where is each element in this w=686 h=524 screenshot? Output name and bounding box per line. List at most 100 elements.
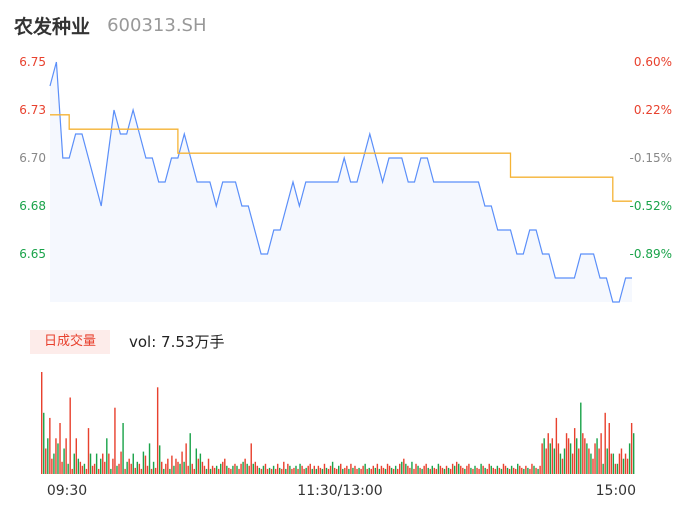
volume-bar: [260, 468, 263, 474]
volume-bar: [423, 465, 425, 474]
volume-bar: [612, 453, 615, 474]
volume-bar: [207, 458, 210, 474]
volume-bar: [598, 448, 600, 474]
volume-bar: [189, 433, 191, 474]
volume-bar: [366, 468, 368, 474]
pct-tick-label: 0.60%: [634, 55, 672, 69]
price-tick-label: 6.68: [19, 199, 46, 213]
volume-bar: [146, 465, 149, 474]
volume-bar: [313, 465, 316, 474]
volume-bar: [222, 461, 224, 474]
volume-bar: [421, 468, 423, 474]
volume-bar: [582, 433, 584, 474]
volume-bar: [584, 438, 586, 474]
volume-bar: [362, 465, 364, 474]
time-tick-label: 11:30/13:00: [297, 483, 382, 499]
volume-bar: [620, 448, 623, 474]
volume-bar: [195, 448, 198, 474]
volume-bar: [474, 465, 476, 474]
volume-bar: [91, 465, 94, 474]
volume-bar: [307, 465, 309, 474]
volume-bar: [215, 465, 218, 474]
volume-bar: [169, 468, 171, 474]
volume-bar: [250, 443, 252, 474]
volume-bar: [175, 458, 177, 474]
volume-bar: [293, 467, 295, 474]
volume-bar: [331, 461, 334, 474]
volume-bar: [455, 461, 458, 474]
stock-header: 农发种业 600313.SH: [14, 12, 207, 40]
pct-tick-label: -0.15%: [630, 151, 672, 165]
volume-chart: [41, 372, 635, 474]
volume-bar: [181, 451, 183, 474]
volume-bar: [116, 465, 118, 474]
volume-bar: [167, 458, 169, 474]
volume-bar: [120, 451, 122, 474]
volume-bar: [106, 438, 108, 474]
volume-bar: [453, 465, 456, 474]
volume-bar: [41, 372, 43, 474]
price-tick-label: 6.65: [19, 247, 46, 261]
volume-bar: [335, 468, 338, 474]
volume-bar: [390, 467, 393, 474]
volume-bar: [211, 465, 214, 474]
volume-bar: [173, 465, 175, 474]
volume-bar: [118, 463, 120, 474]
volume-bar: [462, 467, 464, 474]
volume-bar: [63, 448, 65, 474]
volume-bar: [567, 438, 570, 474]
volume-bar: [53, 453, 55, 474]
volume-bar: [374, 467, 377, 474]
volume-bar: [61, 461, 63, 474]
volume-bar: [291, 468, 293, 474]
volume-bar: [203, 465, 206, 474]
volume-bar: [154, 467, 157, 474]
price-tick-label: 6.73: [19, 103, 46, 117]
volume-bar: [232, 465, 234, 474]
volume-bar: [187, 465, 189, 474]
volume-bar: [323, 463, 326, 474]
volume-bar: [65, 438, 67, 474]
volume-bar: [279, 467, 281, 474]
volume-bar: [148, 443, 151, 474]
volume-bar: [220, 463, 222, 474]
volume-bar: [578, 448, 580, 474]
volume-bar: [618, 453, 621, 474]
volume-bar: [191, 463, 193, 474]
volume-bar: [338, 465, 340, 474]
volume-bar: [140, 468, 143, 474]
volume-bar: [110, 468, 112, 474]
volume-bar: [136, 461, 139, 474]
volume-bar: [348, 468, 350, 474]
volume-bar: [563, 448, 566, 474]
volume-bar: [152, 461, 155, 474]
volume-bar: [276, 463, 279, 474]
volume-bar: [600, 433, 602, 474]
volume-bar: [384, 468, 387, 474]
volume-bar: [594, 443, 596, 474]
volume-bar: [287, 463, 289, 474]
volume-bar: [360, 468, 362, 474]
volume-bar: [580, 402, 582, 474]
volume-bar: [500, 468, 503, 474]
volume-bar: [104, 461, 106, 474]
volume-bar: [236, 465, 238, 474]
volume-bar: [460, 465, 462, 474]
average-line: [50, 114, 632, 202]
volume-bar: [224, 458, 226, 474]
volume-bar: [537, 468, 539, 474]
volume-bar: [405, 463, 407, 474]
volume-bar: [401, 461, 403, 474]
volume-bar: [344, 467, 346, 474]
volume-bar: [301, 465, 303, 474]
volume-bar: [478, 468, 480, 474]
volume-bar: [480, 463, 482, 474]
volume-bar: [281, 468, 283, 474]
volume-bar: [484, 467, 486, 474]
daily-volume-tab[interactable]: 日成交量: [30, 330, 110, 354]
volume-bar: [628, 443, 631, 474]
volume-bar: [519, 465, 521, 474]
volume-bar: [283, 461, 285, 474]
volume-bar: [67, 463, 69, 474]
